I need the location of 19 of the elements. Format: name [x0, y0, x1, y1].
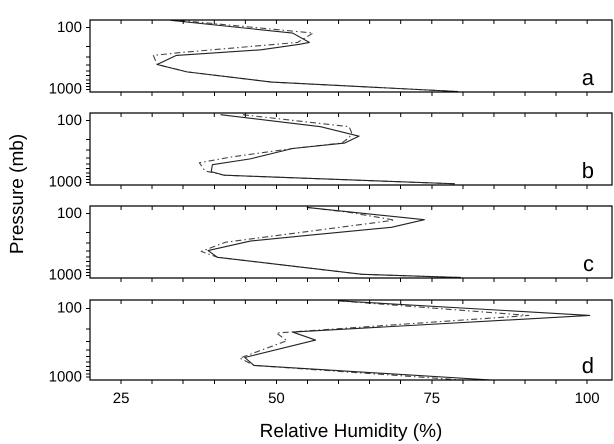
y-tick-label: 1000 — [48, 368, 82, 386]
y-tick-label: 1000 — [48, 174, 82, 191]
x-tick-label: 25 — [112, 390, 130, 408]
line-series — [239, 300, 530, 380]
x-tick-label: 100 — [574, 390, 600, 408]
annotation: b — [582, 158, 594, 184]
x-axis-title: Relative Humidity (%) — [260, 421, 442, 443]
annotation: c — [583, 251, 594, 276]
y-tick-label: 100 — [56, 204, 82, 222]
y-tick-label: 1000 — [48, 80, 82, 98]
y-tick-label: 100 — [56, 18, 82, 36]
y-tick-label: 100 — [56, 300, 82, 317]
y-axis-title: Pressure (mb) — [7, 134, 29, 254]
annotation: d — [582, 353, 594, 378]
x-tick-label: 50 — [268, 390, 285, 408]
y-tick-label: 1000 — [48, 266, 82, 284]
y-tick-label: 100 — [56, 112, 82, 129]
x-tick-label: 75 — [423, 390, 440, 408]
annotation: a — [582, 65, 595, 90]
